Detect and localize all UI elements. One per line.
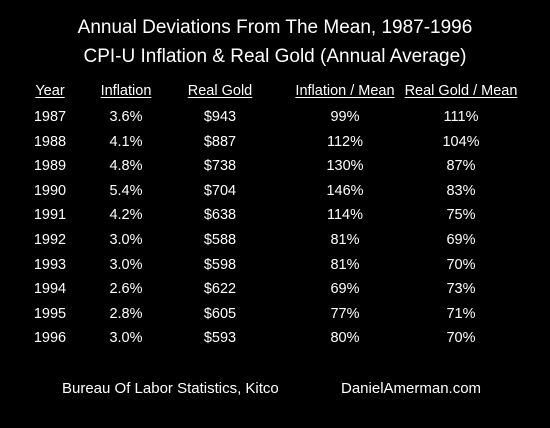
cell-inflation: 4.1% bbox=[109, 133, 143, 150]
cell-real-gold-mean: 73% bbox=[446, 281, 476, 298]
cell-real-gold: $588 bbox=[203, 232, 237, 248]
cell-real-gold-mean: 83% bbox=[446, 182, 476, 199]
source-credit: Bureau Of Labor Statistics, Kitco bbox=[62, 380, 279, 397]
cell-inflation-mean: 99% bbox=[330, 109, 360, 125]
cell-inflation-mean: 146% bbox=[326, 182, 364, 199]
cell-inflation: 5.4% bbox=[109, 182, 143, 199]
cell-year: 1987 bbox=[33, 109, 67, 125]
cell-inflation-mean: 81% bbox=[330, 232, 360, 248]
cell-real-gold: $943 bbox=[203, 109, 237, 125]
cell-real-gold: $704 bbox=[203, 182, 237, 199]
cell-year: 1992 bbox=[33, 232, 67, 248]
cell-year: 1995 bbox=[33, 305, 67, 322]
cell-year: 1996 bbox=[33, 330, 67, 347]
cell-year: 1990 bbox=[33, 182, 67, 199]
header-year: Year bbox=[35, 83, 65, 99]
website-credit: DanielAmerman.com bbox=[341, 380, 482, 397]
cell-inflation: 3.0% bbox=[109, 232, 143, 248]
header-real-gold: Real Gold bbox=[187, 83, 253, 99]
cell-inflation: 2.6% bbox=[109, 281, 143, 298]
cell-real-gold-mean: 71% bbox=[446, 305, 476, 322]
header-real-gold-mean: Real Gold / Mean bbox=[404, 83, 518, 99]
cell-inflation: 4.8% bbox=[109, 158, 143, 175]
cell-inflation-mean: 80% bbox=[330, 330, 360, 347]
cell-inflation: 3.6% bbox=[109, 109, 143, 125]
cell-real-gold: $638 bbox=[203, 207, 237, 224]
header-inflation: Inflation bbox=[100, 83, 152, 99]
cell-inflation-mean: 69% bbox=[330, 281, 360, 298]
cell-real-gold-mean: 70% bbox=[446, 330, 476, 347]
cell-real-gold-mean: 111% bbox=[443, 109, 479, 125]
cell-real-gold-mean: 104% bbox=[442, 133, 480, 150]
cell-real-gold: $887 bbox=[203, 133, 237, 150]
cell-inflation: 2.8% bbox=[109, 305, 143, 322]
cell-year: 1991 bbox=[33, 207, 67, 224]
cell-real-gold-mean: 70% bbox=[446, 256, 476, 273]
cell-real-gold-mean: 75% bbox=[446, 207, 476, 224]
cell-inflation: 3.0% bbox=[109, 330, 143, 347]
cell-inflation: 3.0% bbox=[109, 256, 143, 273]
cell-year: 1988 bbox=[33, 133, 67, 150]
cell-inflation-mean: 130% bbox=[326, 158, 364, 175]
cell-real-gold-mean: 87% bbox=[446, 158, 476, 175]
cell-year: 1994 bbox=[33, 281, 67, 298]
cell-inflation-mean: 114% bbox=[326, 207, 363, 224]
cell-real-gold: $738 bbox=[203, 158, 237, 175]
cell-real-gold: $605 bbox=[203, 305, 237, 322]
chart-title: Annual Deviations From The Mean, 1987-19… bbox=[77, 17, 473, 38]
cell-inflation-mean: 81% bbox=[330, 256, 360, 273]
header-inflation-mean: Inflation / Mean bbox=[295, 83, 395, 99]
cell-real-gold: $622 bbox=[203, 281, 237, 298]
cell-year: 1989 bbox=[33, 158, 67, 175]
chart-subtitle: CPI-U Inflation & Real Gold (Annual Aver… bbox=[83, 46, 467, 67]
cell-inflation-mean: 77% bbox=[330, 305, 360, 322]
cell-real-gold: $593 bbox=[203, 330, 237, 347]
cell-inflation-mean: 112% bbox=[326, 133, 363, 150]
cell-real-gold-mean: 69% bbox=[446, 232, 476, 248]
cell-inflation: 4.2% bbox=[109, 207, 143, 224]
cell-year: 1993 bbox=[33, 256, 67, 273]
cell-real-gold: $598 bbox=[203, 256, 237, 273]
